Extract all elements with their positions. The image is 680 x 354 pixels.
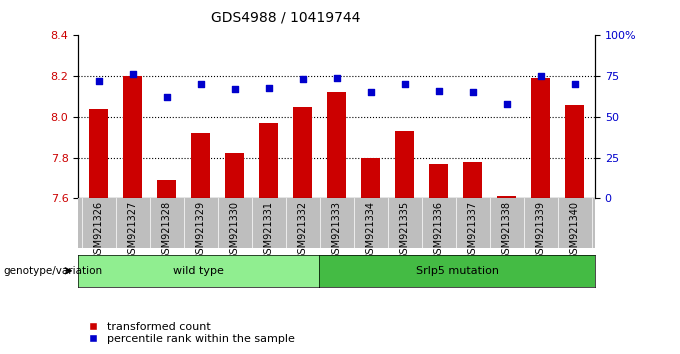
Point <box>501 101 512 107</box>
Text: GSM921340: GSM921340 <box>570 201 579 260</box>
Bar <box>157 180 176 198</box>
Bar <box>429 164 448 198</box>
Point <box>297 76 308 82</box>
Legend: transformed count, percentile rank within the sample: transformed count, percentile rank withi… <box>77 317 299 348</box>
Bar <box>225 153 244 198</box>
Point <box>467 90 478 95</box>
Text: wild type: wild type <box>173 266 224 276</box>
Point <box>399 81 410 87</box>
Bar <box>565 104 584 198</box>
Text: GSM921333: GSM921333 <box>332 201 341 260</box>
Text: GSM921337: GSM921337 <box>468 201 477 260</box>
Text: GSM921328: GSM921328 <box>162 201 171 260</box>
Bar <box>497 196 516 198</box>
Text: GSM921339: GSM921339 <box>536 201 545 260</box>
Text: GDS4988 / 10419744: GDS4988 / 10419744 <box>211 11 360 25</box>
Point <box>433 88 444 93</box>
Bar <box>259 123 278 198</box>
Point <box>127 72 138 77</box>
Text: GSM921330: GSM921330 <box>230 201 239 260</box>
Bar <box>191 133 210 198</box>
Text: GSM921338: GSM921338 <box>502 201 511 260</box>
Point <box>263 85 274 90</box>
Bar <box>463 161 482 198</box>
Text: genotype/variation: genotype/variation <box>3 266 103 276</box>
Point <box>161 95 172 100</box>
Point <box>229 86 240 92</box>
Bar <box>531 78 550 198</box>
Point <box>331 75 342 81</box>
Text: Srlp5 mutation: Srlp5 mutation <box>415 266 498 276</box>
Bar <box>123 76 142 198</box>
Text: GSM921331: GSM921331 <box>264 201 273 260</box>
Bar <box>327 92 346 198</box>
Text: GSM921335: GSM921335 <box>400 201 409 260</box>
Point <box>535 73 546 79</box>
Point <box>569 81 580 87</box>
Point <box>93 78 104 84</box>
Text: GSM921334: GSM921334 <box>366 201 375 260</box>
Point <box>365 90 376 95</box>
Text: GSM921336: GSM921336 <box>434 201 443 260</box>
Bar <box>293 107 312 198</box>
Bar <box>395 131 414 198</box>
Point <box>195 81 206 87</box>
Text: GSM921332: GSM921332 <box>298 201 307 260</box>
Text: GSM921326: GSM921326 <box>94 201 103 260</box>
Bar <box>361 158 380 198</box>
Text: GSM921327: GSM921327 <box>128 201 137 260</box>
Bar <box>89 109 108 198</box>
Text: GSM921329: GSM921329 <box>196 201 205 260</box>
